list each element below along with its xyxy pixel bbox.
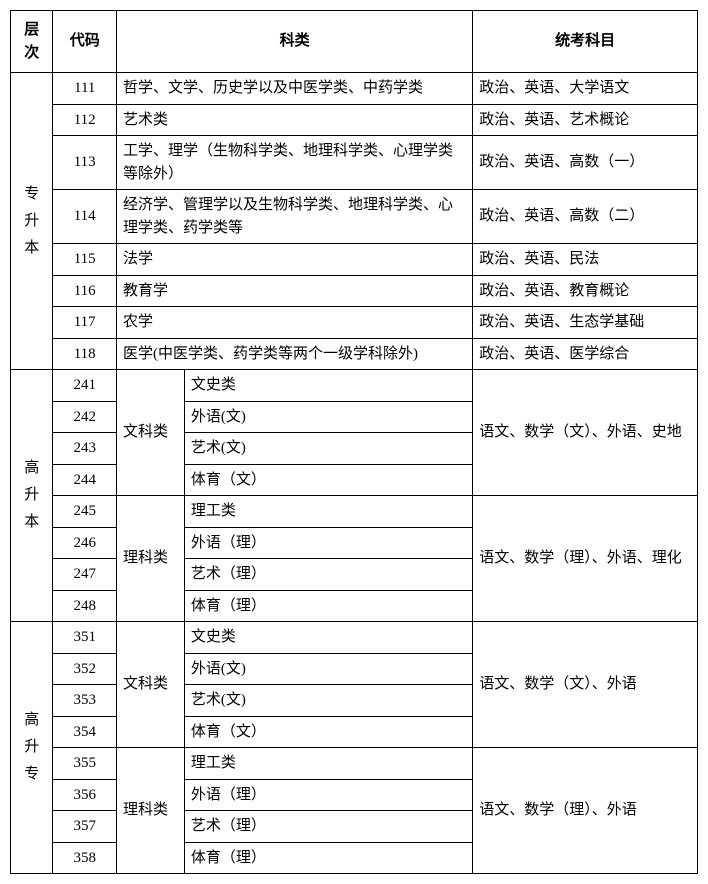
exam-cell: 语文、数学（文）、外语、史地 (473, 370, 698, 496)
code-cell: 241 (53, 370, 117, 402)
table-header-row: 层次 代码 科类 统考科目 (11, 11, 698, 73)
table-row: 245 理科类 理工类 语文、数学（理）、外语、理化 (11, 496, 698, 528)
exam-cell: 政治、英语、教育概论 (473, 275, 698, 307)
table-row: 114 经济学、管理学以及生物科学类、地理科学类、心理学类、药学类等 政治、英语… (11, 190, 698, 244)
level-cell: 高升本 (11, 370, 53, 622)
exam-cell: 政治、英语、高数（二） (473, 190, 698, 244)
exam-cell: 政治、英语、大学语文 (473, 73, 698, 105)
table-row: 117 农学 政治、英语、生态学基础 (11, 307, 698, 339)
group-cell: 文科类 (117, 622, 185, 748)
exam-cell: 政治、英语、艺术概论 (473, 104, 698, 136)
table-row: 高升本 241 文科类 文史类 语文、数学（文）、外语、史地 (11, 370, 698, 402)
exam-cell: 语文、数学（理）、外语 (473, 748, 698, 874)
sub-cell: 外语(文) (184, 401, 472, 433)
header-exam: 统考科目 (473, 11, 698, 73)
sub-cell: 艺术（理） (184, 559, 472, 591)
sub-cell: 外语（理） (184, 527, 472, 559)
code-cell: 353 (53, 685, 117, 717)
category-cell: 法学 (117, 244, 473, 276)
header-code: 代码 (53, 11, 117, 73)
category-cell: 工学、理学（生物科学类、地理科学类、心理学类等除外） (117, 136, 473, 190)
code-cell: 356 (53, 779, 117, 811)
code-cell: 358 (53, 842, 117, 874)
code-cell: 117 (53, 307, 117, 339)
code-cell: 354 (53, 716, 117, 748)
category-cell: 艺术类 (117, 104, 473, 136)
code-cell: 244 (53, 464, 117, 496)
code-cell: 245 (53, 496, 117, 528)
sub-cell: 文史类 (184, 622, 472, 654)
code-cell: 246 (53, 527, 117, 559)
table-row: 118 医学(中医学类、药学类等两个一级学科除外) 政治、英语、医学综合 (11, 338, 698, 370)
group-cell: 理科类 (117, 496, 185, 622)
sub-cell: 体育（文） (184, 464, 472, 496)
level-cell: 专升本 (11, 73, 53, 370)
code-cell: 355 (53, 748, 117, 780)
sub-cell: 体育（理） (184, 842, 472, 874)
category-cell: 医学(中医学类、药学类等两个一级学科除外) (117, 338, 473, 370)
code-cell: 247 (53, 559, 117, 591)
sub-cell: 艺术(文) (184, 685, 472, 717)
sub-cell: 理工类 (184, 748, 472, 780)
exam-cell: 语文、数学（文）、外语 (473, 622, 698, 748)
code-cell: 352 (53, 653, 117, 685)
table-row: 116 教育学 政治、英语、教育概论 (11, 275, 698, 307)
level-cell: 高升专 (11, 622, 53, 874)
category-cell: 哲学、文学、历史学以及中医学类、中药学类 (117, 73, 473, 105)
sub-cell: 体育（文） (184, 716, 472, 748)
code-cell: 357 (53, 811, 117, 843)
table-row: 355 理科类 理工类 语文、数学（理）、外语 (11, 748, 698, 780)
sub-cell: 外语（理） (184, 779, 472, 811)
exam-cell: 语文、数学（理）、外语、理化 (473, 496, 698, 622)
exam-cell: 政治、英语、生态学基础 (473, 307, 698, 339)
sub-cell: 艺术(文) (184, 433, 472, 465)
code-cell: 248 (53, 590, 117, 622)
sub-cell: 理工类 (184, 496, 472, 528)
category-cell: 经济学、管理学以及生物科学类、地理科学类、心理学类、药学类等 (117, 190, 473, 244)
header-level: 层次 (11, 11, 53, 73)
group-cell: 理科类 (117, 748, 185, 874)
group-cell: 文科类 (117, 370, 185, 496)
exam-cell: 政治、英语、高数（一） (473, 136, 698, 190)
code-cell: 111 (53, 73, 117, 105)
code-cell: 114 (53, 190, 117, 244)
code-cell: 115 (53, 244, 117, 276)
code-cell: 118 (53, 338, 117, 370)
sub-cell: 外语(文) (184, 653, 472, 685)
sub-cell: 艺术（理） (184, 811, 472, 843)
table-row: 113 工学、理学（生物科学类、地理科学类、心理学类等除外） 政治、英语、高数（… (11, 136, 698, 190)
exam-cell: 政治、英语、民法 (473, 244, 698, 276)
code-cell: 243 (53, 433, 117, 465)
header-category: 科类 (117, 11, 473, 73)
table-row: 115 法学 政治、英语、民法 (11, 244, 698, 276)
exam-cell: 政治、英语、医学综合 (473, 338, 698, 370)
code-cell: 113 (53, 136, 117, 190)
table-row: 专升本 111 哲学、文学、历史学以及中医学类、中药学类 政治、英语、大学语文 (11, 73, 698, 105)
code-cell: 351 (53, 622, 117, 654)
table-row: 112 艺术类 政治、英语、艺术概论 (11, 104, 698, 136)
table-row: 高升专 351 文科类 文史类 语文、数学（文）、外语 (11, 622, 698, 654)
sub-cell: 文史类 (184, 370, 472, 402)
category-cell: 教育学 (117, 275, 473, 307)
category-cell: 农学 (117, 307, 473, 339)
code-cell: 112 (53, 104, 117, 136)
sub-cell: 体育（理） (184, 590, 472, 622)
code-cell: 116 (53, 275, 117, 307)
code-cell: 242 (53, 401, 117, 433)
exam-category-table: 层次 代码 科类 统考科目 专升本 111 哲学、文学、历史学以及中医学类、中药… (10, 10, 698, 874)
